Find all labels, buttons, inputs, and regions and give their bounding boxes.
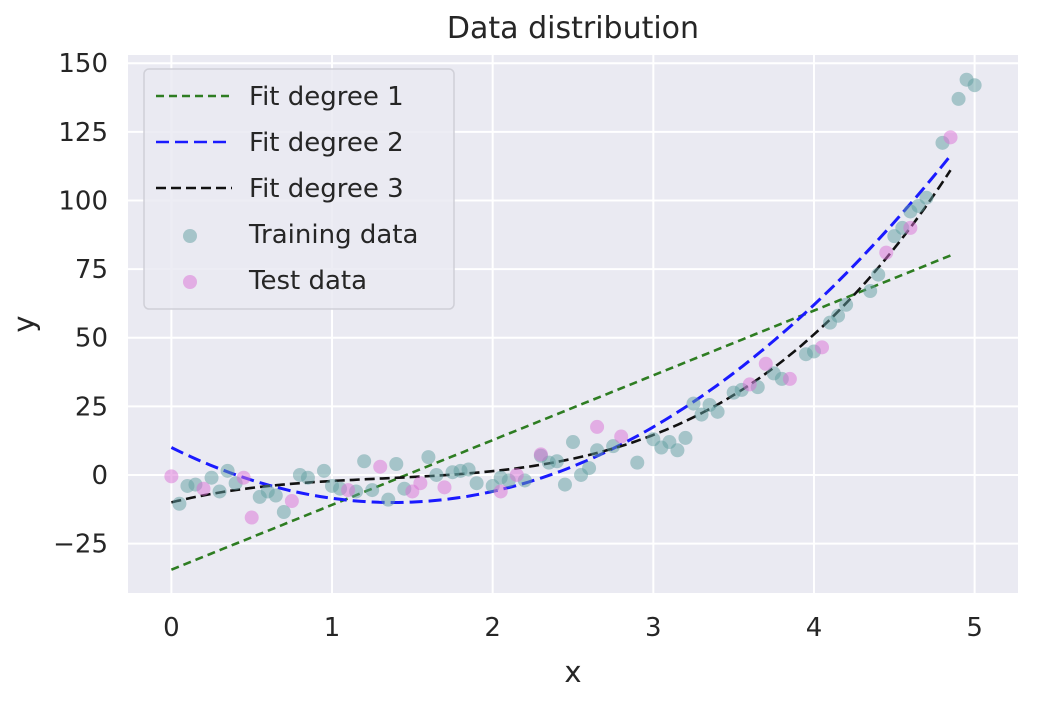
legend-label: Test data [248, 266, 367, 296]
test-point [284, 494, 299, 509]
legend-marker-swatch [183, 275, 197, 289]
test-point [341, 483, 356, 498]
test-point [413, 476, 428, 491]
legend-box [143, 68, 455, 310]
legend-label: Fit degree 2 [249, 128, 404, 158]
test-point [437, 480, 452, 495]
data-points [164, 72, 982, 525]
x-tick-labels: 0 1 2 3 4 5 [163, 613, 983, 643]
test-point [742, 377, 757, 392]
x-tick-label: 2 [484, 613, 501, 643]
fit-degree-2-line [170, 154, 952, 504]
legend-marker-swatch [183, 229, 197, 243]
training-point [220, 463, 235, 478]
training-point [606, 439, 621, 454]
test-point [196, 481, 211, 496]
training-point [710, 404, 725, 419]
chart-title: Data distribution [447, 11, 699, 46]
test-point [164, 469, 179, 484]
training-point [316, 463, 331, 478]
test-point [533, 447, 548, 462]
test-point [758, 356, 773, 371]
training-point [871, 267, 886, 282]
training-point [582, 461, 597, 476]
legend-label: Fit degree 1 [249, 82, 404, 112]
training-point [590, 443, 605, 458]
x-tick-label: 5 [966, 613, 983, 643]
y-tick-label: −25 [53, 530, 108, 560]
training-point [276, 505, 291, 520]
test-point [903, 220, 918, 235]
training-point [172, 496, 187, 511]
test-point [590, 419, 605, 434]
test-point [782, 371, 797, 386]
training-point [951, 91, 966, 106]
test-point [493, 484, 508, 499]
x-tick-label: 3 [645, 613, 662, 643]
y-tick-label: 0 [91, 461, 108, 491]
training-point [357, 454, 372, 469]
test-point [236, 470, 251, 485]
y-tick-label: 50 [75, 324, 108, 354]
x-tick-label: 0 [163, 613, 180, 643]
training-point [694, 407, 709, 422]
training-point [549, 454, 564, 469]
training-point [421, 450, 436, 465]
test-point [614, 429, 629, 444]
training-point [365, 483, 380, 498]
training-point [919, 190, 934, 205]
test-point [244, 510, 259, 525]
training-point [204, 470, 219, 485]
training-point [557, 477, 572, 492]
training-point [863, 284, 878, 299]
test-point [879, 245, 894, 260]
y-tick-label: 25 [75, 392, 108, 422]
training-point [461, 462, 476, 477]
legend-label: Fit degree 3 [249, 174, 404, 204]
training-point [967, 78, 982, 93]
grid [128, 55, 1018, 593]
training-point [469, 476, 484, 491]
y-tick-label: 75 [75, 255, 108, 285]
training-point [839, 297, 854, 312]
y-tick-labels: −25 0 25 50 75 100 125 150 [53, 49, 108, 559]
y-tick-label: 150 [58, 49, 108, 79]
training-point [630, 455, 645, 470]
training-point [268, 488, 283, 503]
training-point [566, 435, 580, 450]
y-tick-label: 125 [58, 118, 108, 148]
test-point [943, 130, 958, 145]
test-point [373, 459, 388, 474]
training-point [300, 470, 315, 485]
y-tick-label: 100 [58, 186, 108, 216]
training-point [831, 308, 846, 323]
test-point [815, 340, 830, 355]
x-tick-label: 1 [324, 613, 341, 643]
x-axis-label: x [564, 655, 581, 689]
training-point [381, 492, 396, 507]
legend-label: Training data [248, 220, 418, 250]
training-point [212, 484, 227, 499]
training-point [670, 443, 685, 458]
training-point [686, 396, 701, 411]
x-tick-label: 4 [806, 613, 823, 643]
legend: Fit degree 1 Fit degree 2 Fit degree 3 Trai… [143, 68, 455, 310]
test-point [509, 467, 524, 482]
training-point [429, 467, 444, 482]
training-point [389, 456, 404, 471]
y-axis-label: y [7, 315, 41, 332]
training-point [678, 430, 693, 445]
fit-degree-1-line [170, 254, 951, 571]
